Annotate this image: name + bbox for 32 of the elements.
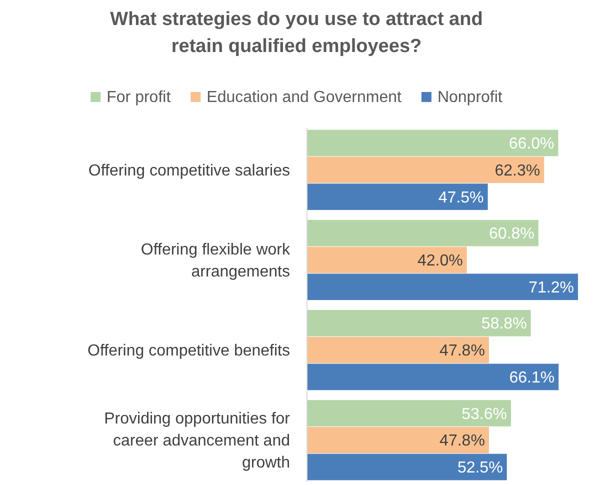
data-label: 58.8%	[481, 316, 527, 333]
data-label: 53.6%	[462, 406, 508, 423]
bar	[307, 220, 538, 246]
bar	[307, 364, 559, 390]
data-label: 66.0%	[508, 136, 554, 153]
y-tick-label: Offering flexible work arrangements	[140, 242, 291, 281]
bar	[307, 246, 467, 274]
bar	[307, 336, 489, 364]
data-label: 52.5%	[457, 460, 503, 477]
y-tick-label: Providing opportunities for career advancement and growth	[104, 410, 291, 472]
data-label: 42.0%	[417, 252, 463, 270]
bar	[307, 274, 578, 300]
bar	[307, 184, 488, 210]
bar	[307, 400, 512, 426]
bar	[307, 454, 507, 480]
bar	[307, 310, 531, 336]
data-label: 66.1%	[509, 370, 555, 387]
chart-title: What strategies do you use to attract and retain qualified employees?	[110, 9, 483, 57]
bar	[307, 130, 558, 156]
legend-label: Nonprofit	[437, 89, 503, 106]
data-label: 47.5%	[438, 189, 484, 206]
data-label: 71.2%	[528, 279, 574, 296]
legend-label: For profit	[106, 89, 172, 106]
data-label: 62.3%	[494, 162, 540, 180]
data-label: 47.8%	[440, 432, 485, 450]
legend-label: Education and Government	[206, 89, 402, 106]
y-tick-label: Offering competitive benefits	[88, 342, 290, 360]
y-tick-label: Offering competitive salaries	[88, 162, 290, 180]
data-label: 60.8%	[489, 226, 534, 243]
data-label: 47.8%	[440, 342, 485, 360]
bar	[307, 156, 544, 184]
bar	[307, 426, 489, 454]
